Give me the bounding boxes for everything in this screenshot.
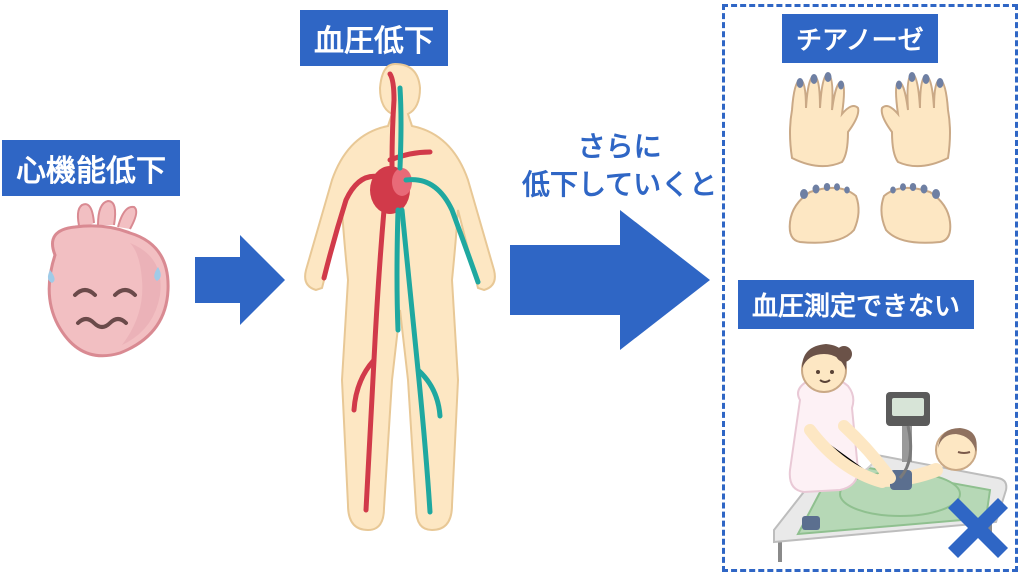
flow-progress-text: さらに 低下していくと — [522, 128, 717, 204]
flow-text-line2: 低下していくと — [522, 169, 717, 200]
cross-icon — [948, 498, 1008, 558]
sad-heart-illustration — [20, 195, 190, 365]
heart-function-label: 心機能低下 — [2, 140, 180, 196]
bp-low-label: 血圧低下 — [300, 10, 448, 66]
flow-text-line1: さらに — [578, 131, 662, 162]
arrow-icon — [195, 235, 285, 325]
human-circulation-illustration — [280, 60, 510, 540]
cyanosis-hands-feet-illustration — [770, 62, 970, 252]
arrow-icon — [510, 210, 710, 350]
